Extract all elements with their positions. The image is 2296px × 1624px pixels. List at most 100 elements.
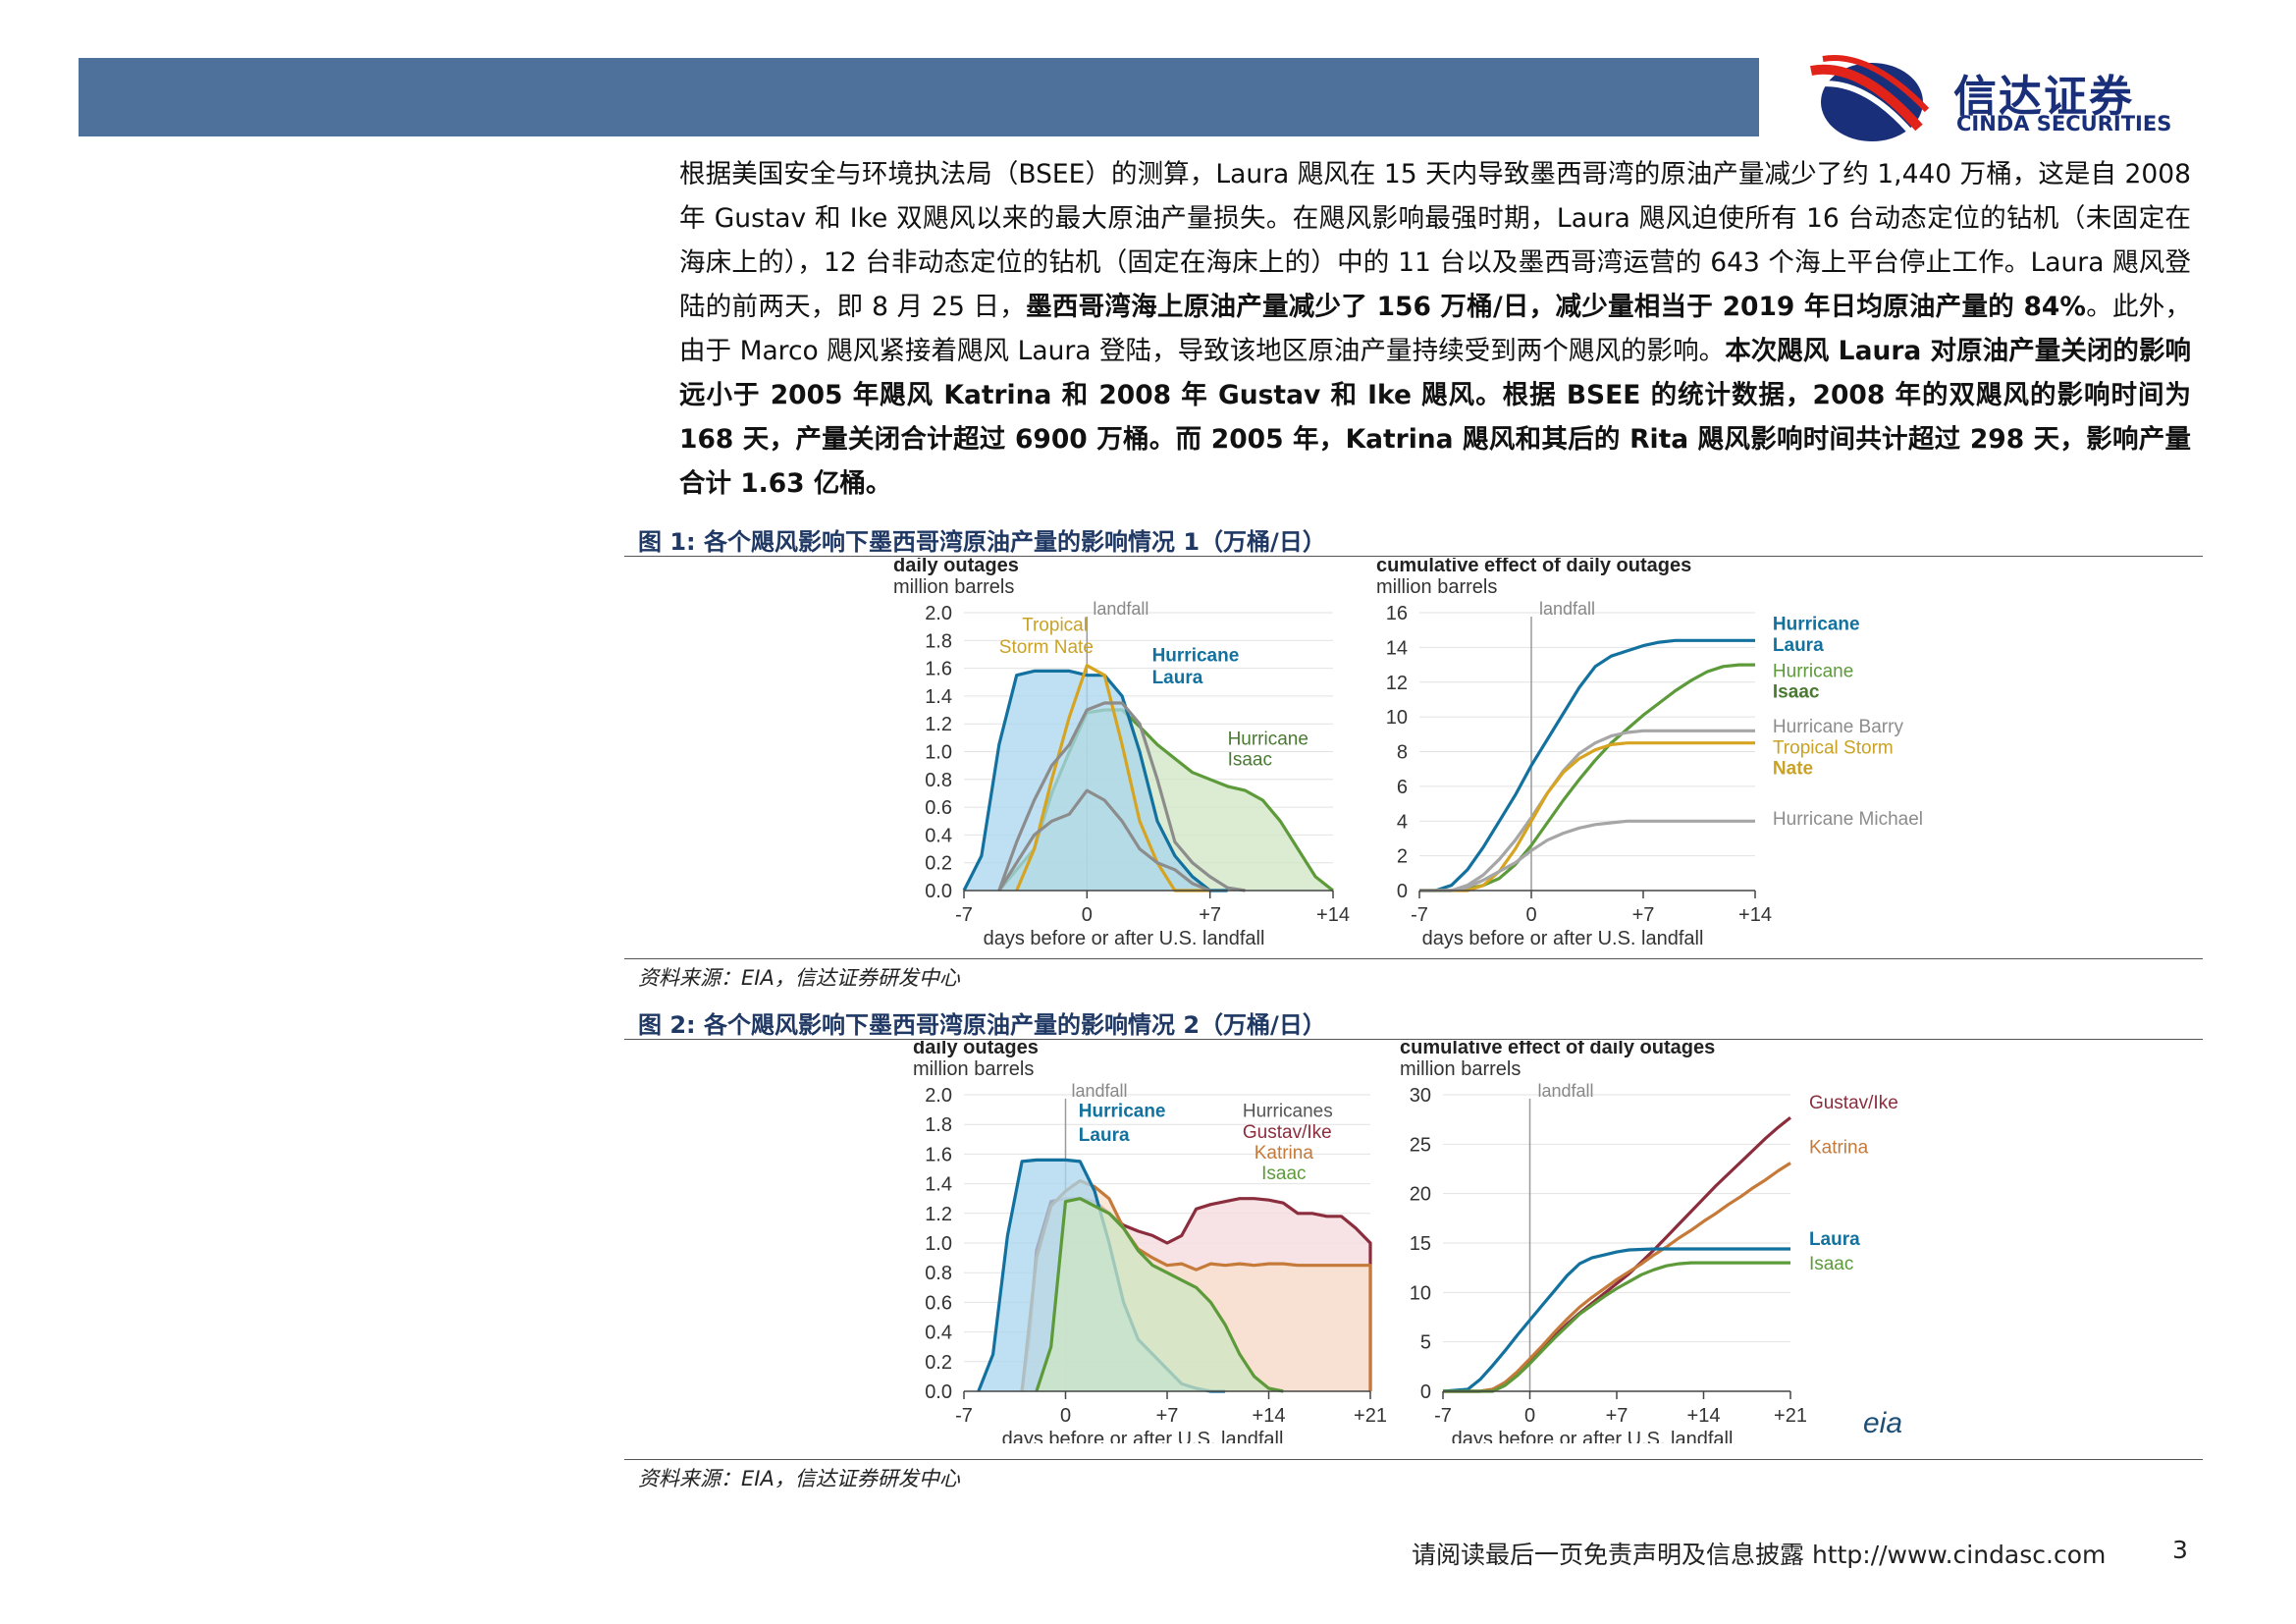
chart-1-ytick-6: 6 — [1397, 777, 1408, 798]
chart-3-ytick-30: 30 — [1410, 1085, 1431, 1107]
chart-3-series-laura — [1442, 1247, 1790, 1393]
chart-2-ylabel: million barrels — [913, 1058, 1034, 1080]
chart-2-ytick-1-0: 1.0 — [925, 1233, 952, 1255]
chart-1-ylabel: million barrels — [1376, 576, 1497, 598]
chart-0-label-tropical: Tropical — [1022, 615, 1088, 635]
chart-0-xtick-7: -7 — [955, 904, 973, 926]
chart-3-ytick-20: 20 — [1410, 1184, 1431, 1206]
figure-1-source: 资料来源：EIA，信达证券研发中心 — [638, 966, 960, 990]
chart-0-label-isaac: Isaac — [1228, 750, 1272, 771]
figure-2-title: 图 2: 各个飓风影响下墨西哥湾原油产量的影响情况 2（万桶/日） — [638, 1011, 1326, 1039]
chart-3-xtick-7: -7 — [1434, 1405, 1452, 1427]
chart-2-label-hurricanes: Hurricanes — [1243, 1102, 1333, 1122]
cinda-logo-mark-icon — [1810, 55, 1930, 141]
chart-1-label-isaac: Isaac — [1773, 682, 1820, 703]
figure-1-bottom-rule — [624, 958, 2203, 959]
chart-2-ytick-0-4: 0.4 — [925, 1323, 952, 1344]
chart-1-ytick-2: 2 — [1397, 846, 1408, 868]
chart-0-landfall-label: landfall — [1093, 599, 1148, 619]
header-bar — [79, 58, 1759, 136]
chart-0-ytick-1-8: 1.8 — [925, 630, 952, 652]
chart-2-xtick-14: +14 — [1253, 1405, 1286, 1427]
figure-2-bottom-rule — [624, 1459, 2203, 1460]
chart-3-series-katrina — [1443, 1162, 1791, 1393]
chart-1-ytick-12: 12 — [1386, 673, 1408, 694]
paragraph-sentence-2: 墨西哥湾海上原油产量减少了 156 万桶/日，减少量相当于 2019 年日均原油… — [1026, 292, 2086, 322]
chart-3-xtick-0: 0 — [1524, 1405, 1535, 1427]
chart-1-series-hurricane-isaac — [1419, 663, 1755, 893]
chart-2-label-laura: Laura — [1079, 1125, 1130, 1146]
chart-2-ytick-1-4: 1.4 — [925, 1174, 952, 1196]
chart-3-label-laura: Laura — [1809, 1229, 1860, 1250]
chart-2-title: daily outages — [913, 1041, 1039, 1058]
chart-1-label-hurricane-barry: Hurricane Barry — [1773, 717, 1904, 737]
chart-1-ytick-0: 0 — [1397, 881, 1408, 902]
chart-1-label-hurricane-michael: Hurricane Michael — [1773, 809, 1923, 830]
chart-0-xtick-0: 0 — [1082, 904, 1093, 926]
chart-0-ytick-1-6: 1.6 — [925, 659, 952, 680]
chart-0-series-hurricane-laura — [962, 669, 1228, 893]
chart-1-label-laura: Laura — [1773, 635, 1824, 656]
chart-3-ytick-15: 15 — [1410, 1233, 1431, 1255]
chart-1-xlabel: days before or after U.S. landfall — [1422, 928, 1704, 949]
chart-3-label-gustav-ike: Gustav/Ike — [1809, 1093, 1898, 1113]
figure-2-top-rule — [624, 1039, 2203, 1040]
chart-1-xtick-14: +14 — [1738, 904, 1772, 926]
chart-0-series-hurricane-michael — [997, 788, 1211, 893]
chart-1-ytick-14: 14 — [1386, 637, 1408, 659]
chart-2-ytick-0-6: 0.6 — [925, 1292, 952, 1314]
chart-0-xlabel: days before or after U.S. landfall — [984, 928, 1265, 949]
chart-0-ytick-1-0: 1.0 — [925, 742, 952, 764]
chart-0-ytick-0-2: 0.2 — [925, 853, 952, 875]
chart-3-ylabel: million barrels — [1400, 1058, 1521, 1080]
chart-0-ytick-0-0: 0.0 — [925, 881, 952, 902]
paragraph-sentence-4: 本次飓风 Laura 对原油产量关闭的影响远小于 2005 年飓风 Katrin… — [679, 336, 2191, 499]
chart-3-xlabel: days before or after U.S. landfall — [1452, 1429, 1734, 1443]
chart-3-ytick-5: 5 — [1420, 1332, 1431, 1354]
body-paragraph: 根据美国安全与环境执法局（BSEE）的测算，Laura 飓风在 15 天内导致墨… — [679, 152, 2191, 506]
chart-3-ytick-0: 0 — [1420, 1381, 1431, 1403]
figure-1-title: 图 1: 各个飓风影响下墨西哥湾原油产量的影响情况 1（万桶/日） — [638, 528, 1326, 556]
chart-1-landfall-label: landfall — [1539, 599, 1595, 619]
chart-1-series-hurricane-laura — [1419, 638, 1755, 893]
chart-0-ylabel: million barrels — [893, 576, 1014, 598]
chart-0-ytick-1-2: 1.2 — [925, 714, 952, 735]
chart-2-xtick-7: -7 — [955, 1405, 973, 1427]
chart-1-series-hurricane-michael — [1419, 819, 1755, 893]
chart-2-area-isaac — [1036, 1198, 1284, 1391]
figure-1-top-rule — [624, 556, 2203, 557]
chart-3-label-isaac: Isaac — [1809, 1254, 1853, 1274]
chart-2-ytick-1-8: 1.8 — [925, 1114, 952, 1136]
chart-2-ytick-1-6: 1.6 — [925, 1144, 952, 1165]
footer-disclaimer: 请阅读最后一页免责声明及信息披露 http://www.cindasc.com — [1412, 1541, 2107, 1569]
chart-0-ytick-1-4: 1.4 — [925, 686, 952, 708]
chart-3-xtick-7: +7 — [1606, 1405, 1629, 1427]
chart-0-xtick-7: +7 — [1199, 904, 1221, 926]
paragraph-sentence-3: 。此外，由于 Marco 飓风紧接着飓风 Laura 登陆，导致该地区原油产量持… — [679, 292, 2192, 366]
chart-2-label-hurricane: Hurricane — [1079, 1102, 1166, 1122]
chart-1-xtick-7: -7 — [1411, 904, 1428, 926]
chart-0-area-hurricane-laura — [964, 671, 1228, 891]
cinda-logo: 信达证券 CINDA SECURITIES — [1801, 51, 2214, 149]
chart-2-ytick-2-0: 2.0 — [925, 1085, 952, 1107]
chart-0-label-laura: Laura — [1152, 668, 1203, 688]
chart-1-ytick-10: 10 — [1386, 707, 1408, 729]
chart-1-title: cumulative effect of daily outages — [1376, 558, 1691, 576]
figure-2-source: 资料来源：EIA，信达证券研发中心 — [638, 1467, 960, 1490]
page-number: 3 — [2172, 1536, 2188, 1564]
chart-3-landfall-label: landfall — [1538, 1081, 1594, 1101]
chart-1-ytick-4: 4 — [1397, 811, 1408, 833]
chart-3-xtick-21: +21 — [1774, 1405, 1807, 1427]
chart-3-xtick-14: +14 — [1687, 1405, 1721, 1427]
chart-2-ytick-0-8: 0.8 — [925, 1263, 952, 1284]
chart-0-label-hurricane: Hurricane — [1152, 646, 1240, 667]
logo-text-cn: 信达证券 — [1953, 72, 2134, 122]
chart-1-xtick-7: +7 — [1632, 904, 1655, 926]
chart-1-ytick-8: 8 — [1397, 742, 1408, 764]
chart-2-ytick-0-2: 0.2 — [925, 1352, 952, 1374]
chart-1-label-hurricane: Hurricane — [1773, 661, 1853, 681]
chart-3-series-isaac — [1443, 1261, 1790, 1393]
chart-2-label-katrina: Katrina — [1255, 1143, 1314, 1164]
chart-2-xtick-21: +21 — [1354, 1405, 1387, 1427]
